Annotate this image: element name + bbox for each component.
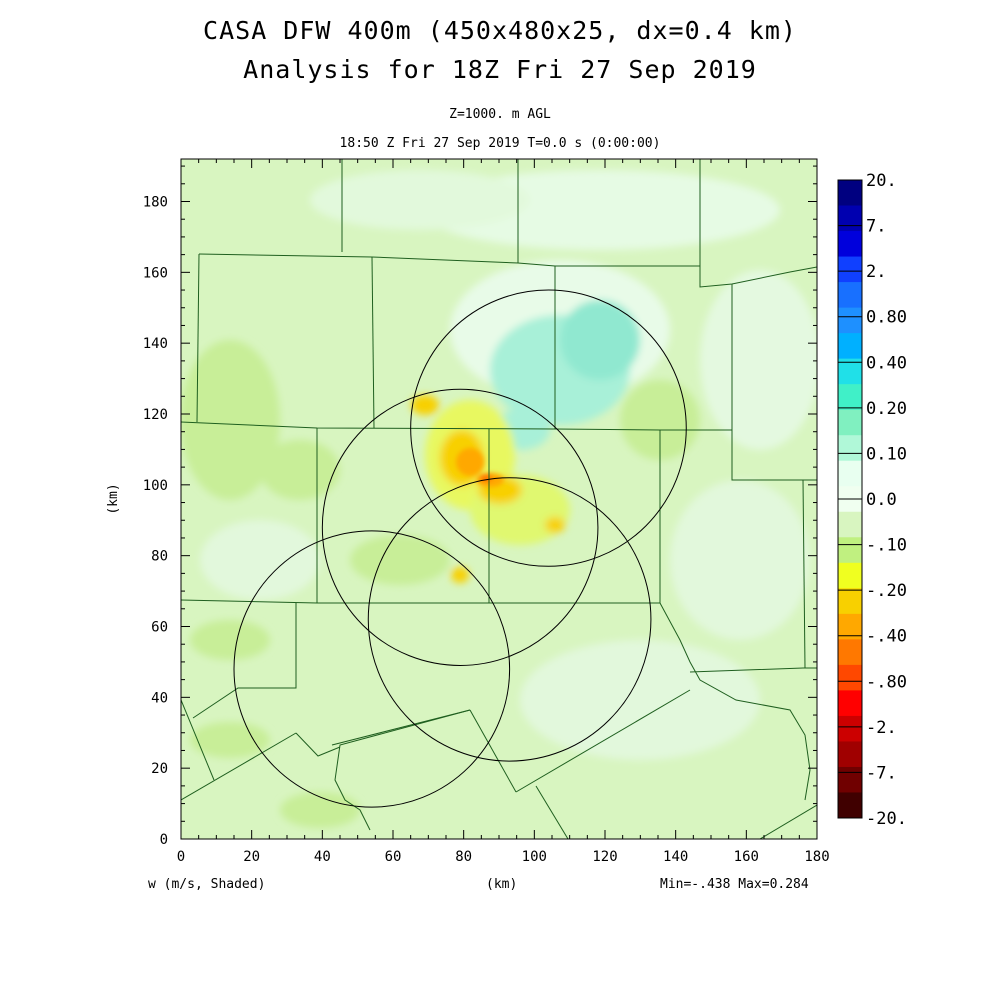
x-tick-label: 140	[663, 849, 688, 865]
x-units-label: (km)	[486, 877, 518, 892]
colorbar-label: 0.20	[866, 399, 907, 419]
colorbar-swatch	[838, 537, 862, 564]
colorbar-label: 0.10	[866, 444, 907, 464]
colorbar-swatch	[838, 741, 862, 768]
x-tick-label: 0	[177, 849, 185, 865]
colorbar-label: 20.	[866, 171, 897, 191]
colorbar-swatch	[838, 715, 862, 742]
time-label: 18:50 Z Fri 27 Sep 2019 T=0.0 s (0:00:00…	[339, 136, 661, 151]
colorbar-label: 0.0	[866, 490, 897, 510]
colorbar-label: -20.	[866, 809, 907, 829]
colorbar-label: 0.80	[866, 308, 907, 328]
colorbar-label: -.20	[866, 581, 907, 601]
colorbar-swatch	[838, 180, 862, 207]
range-ring-3	[367, 477, 652, 762]
colorbar-label: 0.40	[866, 353, 907, 373]
radar-range-rings	[233, 289, 687, 808]
min-max-label: Min=-.438 Max=0.284	[660, 877, 809, 892]
colorbar-swatch	[838, 384, 862, 411]
y-tick-label: 100	[143, 478, 168, 494]
x-tick-label: 120	[592, 849, 617, 865]
y-tick-label: 0	[160, 832, 168, 848]
y-tick-label: 160	[143, 265, 168, 281]
range-ring-4	[233, 530, 511, 808]
chart-title: CASA DFW 400m (450x480x25, dx=0.4 km)	[203, 16, 797, 45]
colorbar-swatch	[838, 256, 862, 283]
y-tick-label: 180	[143, 195, 168, 211]
colorbar-swatch	[838, 358, 862, 385]
colorbar-swatch	[838, 766, 862, 793]
colorbar-swatch	[838, 511, 862, 538]
colorbar-label: 7.	[866, 217, 886, 237]
colorbar-label: -.40	[866, 627, 907, 647]
shaded-field	[181, 170, 817, 828]
range-ring-1	[410, 289, 687, 567]
colorbar-swatch	[838, 664, 862, 691]
colorbar-label: -.80	[866, 672, 907, 692]
colorbar-label: -2.	[866, 718, 897, 738]
colorbar-swatch	[838, 307, 862, 334]
y-axis: 0 20 40 60 80 100 120 140 160 180	[143, 165, 817, 848]
y-tick-label: 60	[151, 620, 168, 636]
colorbar-swatch	[838, 333, 862, 360]
colorbar-swatch	[838, 231, 862, 258]
x-axis: 0 20 40 60 80 100 120 140 160 180	[177, 159, 830, 865]
x-tick-label: 40	[314, 849, 331, 865]
colorbar-swatch	[838, 435, 862, 462]
colorbar-swatch	[838, 588, 862, 615]
colorbar-swatch	[838, 690, 862, 717]
colorbar-label: -.10	[866, 536, 907, 556]
colorbar-swatch	[838, 792, 862, 819]
y-tick-label: 80	[151, 549, 168, 565]
chart-subtitle: Analysis for 18Z Fri 27 Sep 2019	[243, 55, 757, 84]
colorbar-label: 2.	[866, 262, 886, 282]
colorbar-swatch	[838, 409, 862, 436]
colorbar-label: -7.	[866, 763, 897, 783]
colorbar-swatch	[838, 205, 862, 232]
colorbar-swatch	[838, 639, 862, 666]
x-tick-label: 80	[455, 849, 472, 865]
x-tick-label: 20	[243, 849, 260, 865]
y-tick-label: 40	[151, 690, 168, 706]
y-tick-label: 20	[151, 761, 168, 777]
colorbar-swatch	[838, 282, 862, 309]
x-tick-label: 160	[734, 849, 759, 865]
county-boundaries	[181, 159, 817, 839]
colorbar-swatch	[838, 460, 862, 487]
y-tick-label: 120	[143, 407, 168, 423]
colorbar: 20. 7. 2. 0.80 0.40 0.20 0.10 0.0 -.10 -.20 -.40 -.…	[837, 171, 907, 829]
colorbar-swatch	[838, 562, 862, 589]
y-tick-label: 140	[143, 336, 168, 352]
x-tick-label: 60	[385, 849, 402, 865]
range-ring-2	[321, 388, 599, 666]
x-tick-label: 100	[522, 849, 547, 865]
y-axis-label: (km)	[106, 483, 121, 514]
x-tick-label: 180	[804, 849, 829, 865]
level-label: Z=1000. m AGL	[449, 107, 551, 122]
variable-label: w (m/s, Shaded)	[148, 877, 266, 892]
